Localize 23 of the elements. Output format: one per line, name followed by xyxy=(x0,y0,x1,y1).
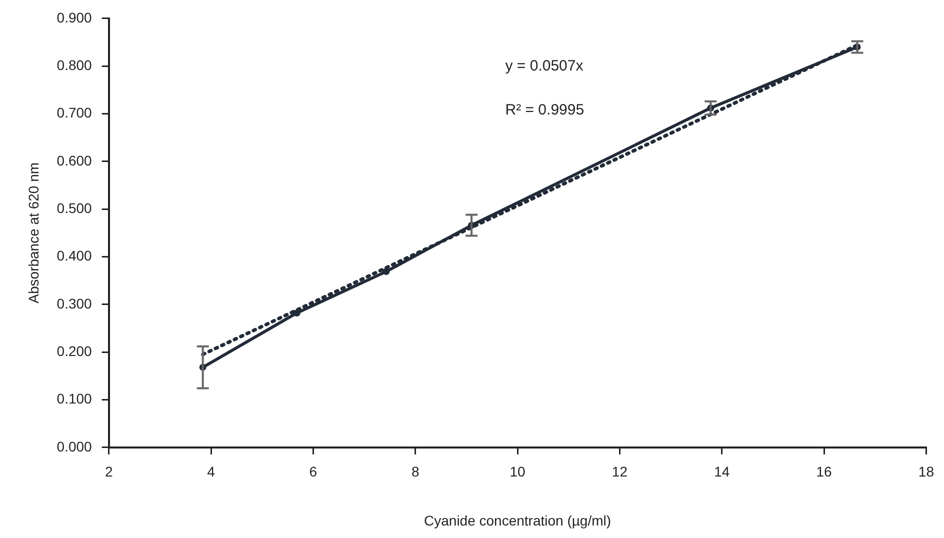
x-tick-label: 2 xyxy=(104,464,113,480)
x-tick-label: 12 xyxy=(612,464,628,480)
y-tick-label: 0.900 xyxy=(56,9,92,26)
x-tick-label: 6 xyxy=(309,464,318,480)
x-tick-label: 14 xyxy=(714,464,730,480)
x-tick-label: 18 xyxy=(918,464,934,480)
x-axis-title: Cyanide concentration (µg/ml) xyxy=(424,512,612,528)
y-tick-label: 0.200 xyxy=(56,342,92,359)
x-tick-label: 4 xyxy=(207,464,216,480)
x-tick-label: 8 xyxy=(411,464,420,480)
annotation: y = 0.0507x xyxy=(505,58,584,75)
annotation: R² = 0.9995 xyxy=(505,102,584,119)
y-tick-label: 0.300 xyxy=(56,295,92,312)
x-tick-label: 10 xyxy=(510,464,526,480)
y-tick-label: 0.800 xyxy=(56,56,92,73)
y-tick-label: 0.400 xyxy=(56,248,92,264)
y-tick-label: 0.100 xyxy=(56,390,92,407)
y-tick-label: 0.600 xyxy=(56,152,92,168)
y-tick-label: 0.000 xyxy=(56,438,92,454)
y-axis-title: Absorbance at 620 nm xyxy=(25,162,42,304)
x-tick-label: 16 xyxy=(816,464,832,480)
y-tick-label: 0.700 xyxy=(56,104,92,121)
y-tick-label: 0.500 xyxy=(56,200,92,216)
